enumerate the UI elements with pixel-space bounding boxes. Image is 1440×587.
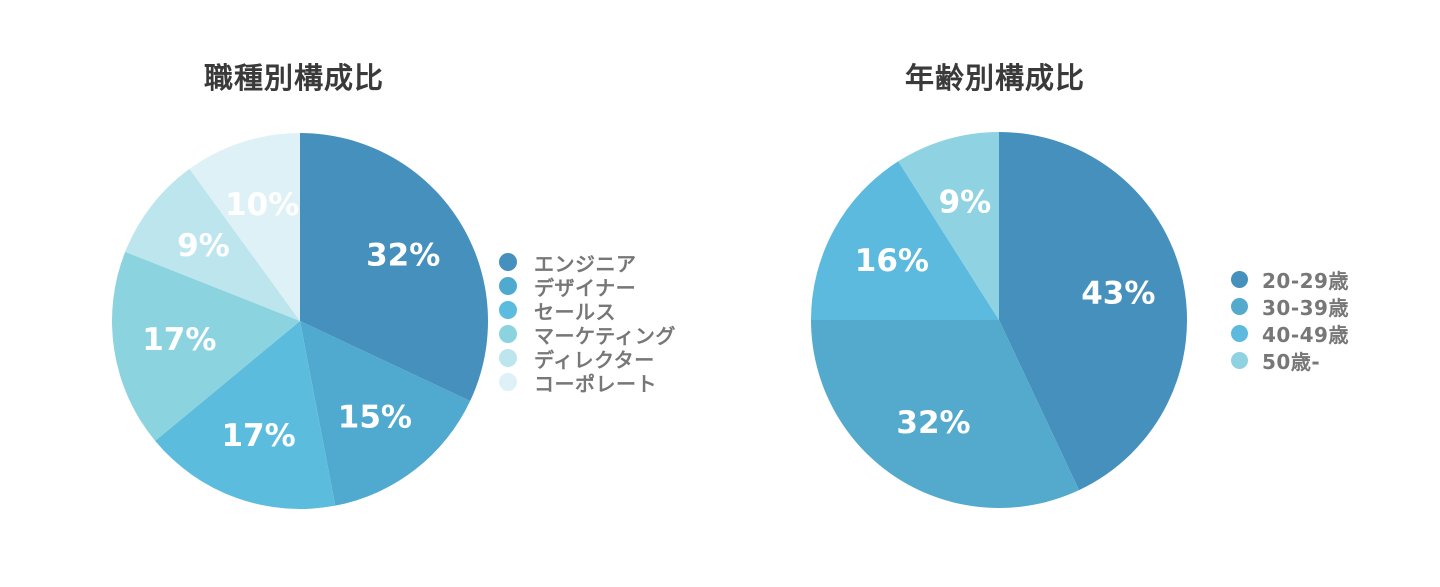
pie-slice-label-2: 16% <box>855 243 929 279</box>
age-pie-chart: 43% 32% 16% 9% <box>811 132 1188 509</box>
legend-item-2: セールス <box>499 298 676 324</box>
job-chart-title: 職種別構成比 <box>204 61 385 95</box>
pie-slice-label-4: 9% <box>177 228 230 264</box>
pie-slice-5 <box>189 133 300 321</box>
legend-item-label: 50歳- <box>1262 350 1321 374</box>
legend-item-4: ディレクター <box>499 346 676 372</box>
legend-item-3: マーケティング <box>499 322 676 348</box>
pie-slice-label-5: 10% <box>225 187 299 223</box>
legend-dot-icon <box>499 301 517 319</box>
job-pie-chart: 32% 15% 17% 17% 9% 10% <box>111 133 489 510</box>
legend-item-3: 50歳- <box>1231 347 1349 374</box>
legend-dot-icon <box>499 349 517 367</box>
pie-slice-3 <box>111 251 300 441</box>
pie-slice-label-1: 15% <box>338 400 412 436</box>
legend-dot-icon <box>1231 271 1248 288</box>
legend-item-label: デザイナー <box>534 275 637 300</box>
legend-item-label: 40-49歳 <box>1262 323 1349 347</box>
pie-slice-4 <box>125 168 300 321</box>
legend-item-0: 20-29歳 <box>1231 266 1349 293</box>
pie-slice-label-0: 32% <box>366 238 440 274</box>
pie-slice-1 <box>300 321 471 506</box>
pie-slice-label-3: 17% <box>142 322 216 358</box>
legend-dot-icon <box>1231 298 1248 315</box>
pie-slice-label-2: 17% <box>221 418 295 454</box>
legend-item-5: コーポレート <box>499 370 676 396</box>
legend-dot-icon <box>499 277 517 295</box>
legend-item-2: 40-49歳 <box>1231 320 1349 347</box>
pie-slice-1 <box>811 320 1080 509</box>
legend-dot-icon <box>499 253 517 271</box>
legend-dot-icon <box>1231 352 1248 369</box>
pie-slice-2 <box>811 161 999 320</box>
legend-item-label: セールス <box>534 299 616 324</box>
legend-item-label: 20-29歳 <box>1262 269 1349 293</box>
pie-slice-2 <box>155 321 336 510</box>
legend-dot-icon <box>1231 325 1248 342</box>
pie-slice-0 <box>300 133 489 402</box>
pie-slice-3 <box>898 132 999 320</box>
pie-slice-label-3: 9% <box>939 185 992 221</box>
legend-item-0: エンジニア <box>499 250 676 276</box>
legend-item-label: コーポレート <box>534 371 657 396</box>
legend-item-1: デザイナー <box>499 274 676 300</box>
age-chart-title: 年齢別構成比 <box>905 61 1086 95</box>
legend-item-label: マーケティング <box>534 323 676 348</box>
job-chart-legend: エンジニア デザイナー セールス マーケティング ディレクター コーポレート <box>499 250 676 396</box>
pie-slice-label-0: 43% <box>1081 275 1155 311</box>
legend-item-label: エンジニア <box>534 251 637 276</box>
pie-slice-0 <box>999 132 1188 491</box>
age-chart-legend: 20-29歳 30-39歳 40-49歳 50歳- <box>1231 266 1349 374</box>
legend-item-label: ディレクター <box>534 347 655 372</box>
legend-item-label: 30-39歳 <box>1262 296 1349 320</box>
legend-item-1: 30-39歳 <box>1231 293 1349 320</box>
pie-slice-label-1: 32% <box>896 405 970 441</box>
legend-dot-icon <box>499 373 517 391</box>
legend-dot-icon <box>499 325 517 343</box>
